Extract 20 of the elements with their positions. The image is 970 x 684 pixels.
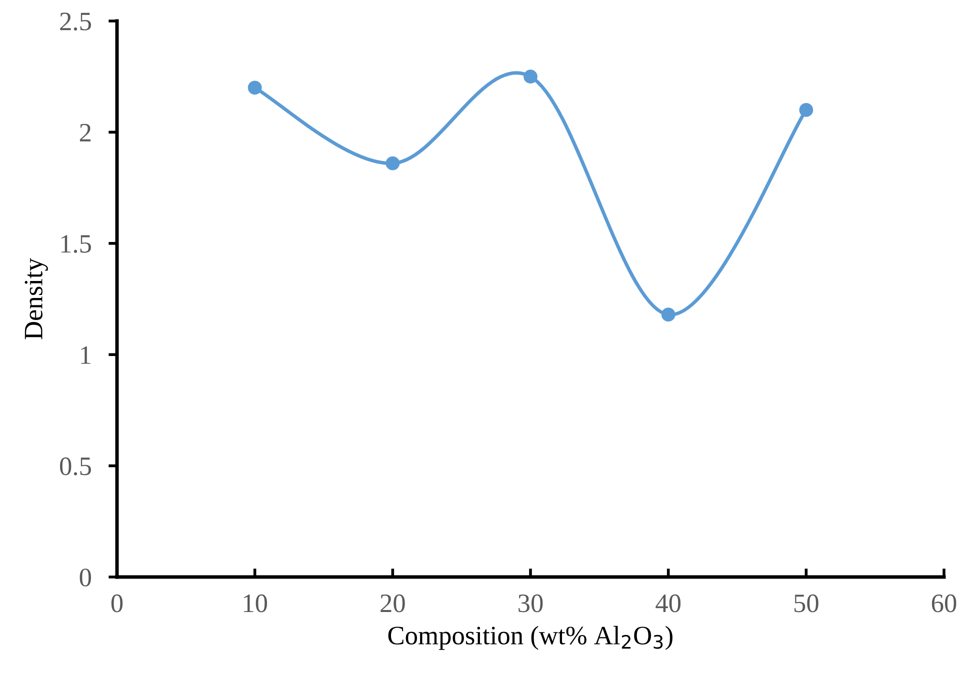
x-tick-label: 20: [380, 594, 405, 612]
x-tick-label: 30: [518, 594, 543, 612]
y-tick-label: 1.5: [61, 235, 91, 253]
y-tick-label: 0: [80, 568, 91, 586]
x-tick-label: 10: [244, 594, 268, 612]
point: [661, 308, 676, 322]
point: [524, 70, 538, 84]
x-axis-title: Composition (wt% Al$_{2}$O$_{3}$): [388, 626, 672, 650]
y-axis-title: Density: [24, 258, 48, 340]
point: [248, 80, 262, 95]
x-tick-label: 0: [111, 594, 123, 612]
y-tick-label: 2: [80, 124, 91, 142]
point: [799, 103, 814, 117]
point: [386, 156, 400, 170]
y-tick-label: 2.5: [60, 12, 91, 31]
x-tick-label: 60: [932, 594, 956, 612]
x-tick-label: 50: [794, 594, 818, 612]
x-tick-label: 40: [656, 594, 681, 612]
y-tick-label: 0.5: [60, 457, 91, 476]
y-tick-label: 1: [81, 346, 90, 364]
